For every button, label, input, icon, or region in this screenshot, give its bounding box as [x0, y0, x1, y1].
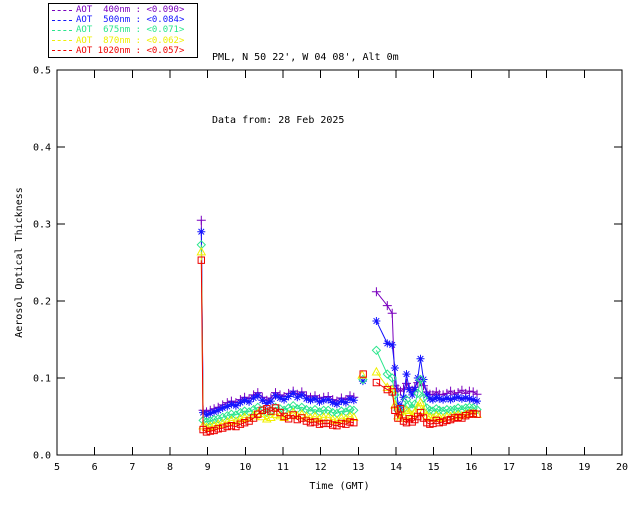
series-line: [200, 220, 354, 413]
series-markers-asterisk: [358, 377, 367, 386]
legend-line-sample-870nm: [52, 40, 72, 42]
station-location-text: PML, N 50 22', W 04 08', Alt 0m: [212, 52, 399, 63]
legend-item-1020nm: AOT 1020nm : <0.057>: [52, 46, 194, 56]
legend-item-400nm: AOT 400nm : <0.090>: [52, 5, 194, 15]
x-tick-label: 11: [277, 462, 289, 473]
header-block: PML, N 50 22', W 04 08', Alt 0m Data fro…: [212, 5, 399, 173]
x-tick-label: 7: [129, 462, 135, 473]
legend-item-675nm: AOT 675nm : <0.071>: [52, 25, 194, 35]
x-tick-label: 5: [54, 462, 60, 473]
legend-box: AOT 400nm : <0.090> AOT 500nm : <0.084> …: [48, 3, 198, 58]
plot-frame: [56, 69, 623, 456]
y-tick-label: 0.5: [33, 66, 51, 77]
legend-label-400nm: AOT 400nm : <0.090>: [76, 5, 185, 16]
x-tick-label: 6: [92, 462, 98, 473]
data-date-text: Data from: 28 Feb 2025: [212, 115, 345, 126]
x-tick-label: 13: [352, 462, 364, 473]
legend-item-500nm: AOT 500nm : <0.084>: [52, 15, 194, 25]
series-line: [200, 231, 354, 416]
legend-line-sample-675nm: [52, 29, 72, 31]
x-axis-title: Time (GMT): [309, 481, 369, 492]
series-markers-asterisk: [197, 227, 358, 419]
series-aot-400nm: [196, 215, 482, 417]
x-tick-label: 12: [315, 462, 327, 473]
y-tick-label: 0.0: [33, 451, 51, 462]
y-tick-label: 0.4: [33, 143, 51, 154]
legend-label-675nm: AOT 675nm : <0.071>: [76, 25, 185, 36]
x-tick-label: 18: [541, 462, 553, 473]
y-axis-title: Aerosol Optical Thickness: [14, 187, 25, 338]
x-tick-label: 17: [503, 462, 515, 473]
legend-label-870nm: AOT 870nm : <0.062>: [76, 35, 185, 46]
x-tick-label: 9: [205, 462, 211, 473]
y-tick-label: 0.1: [33, 374, 51, 385]
series-line: [200, 251, 354, 428]
series-aot-1020nm: [197, 256, 481, 436]
axes: [56, 69, 623, 456]
legend-line-sample-400nm: [52, 9, 72, 11]
series-aot-500nm: [197, 227, 481, 419]
x-tick-label: 19: [578, 462, 590, 473]
legend-item-870nm: AOT 870nm : <0.062>: [52, 36, 194, 46]
x-tick-label: 10: [239, 462, 251, 473]
x-tick-label: 15: [428, 462, 440, 473]
series-markers-square: [197, 256, 358, 436]
y-tick-label: 0.2: [33, 297, 51, 308]
series-markers-square: [359, 370, 367, 378]
legend-line-sample-500nm: [52, 19, 72, 21]
series-line: [200, 260, 354, 433]
y-tick-label: 0.3: [33, 220, 51, 231]
legend-line-sample-1020nm: [52, 50, 72, 52]
series-markers-asterisk: [372, 317, 481, 412]
x-tick-label: 20: [616, 462, 628, 473]
x-tick-label: 8: [167, 462, 173, 473]
legend-label-1020nm: AOT 1020nm : <0.057>: [76, 45, 185, 56]
series-markers-square: [372, 378, 481, 428]
x-tick-label: 14: [390, 462, 402, 473]
x-tick-label: 16: [465, 462, 477, 473]
series-markers-plus: [196, 215, 359, 417]
legend-label-500nm: AOT 500nm : <0.084>: [76, 15, 185, 26]
